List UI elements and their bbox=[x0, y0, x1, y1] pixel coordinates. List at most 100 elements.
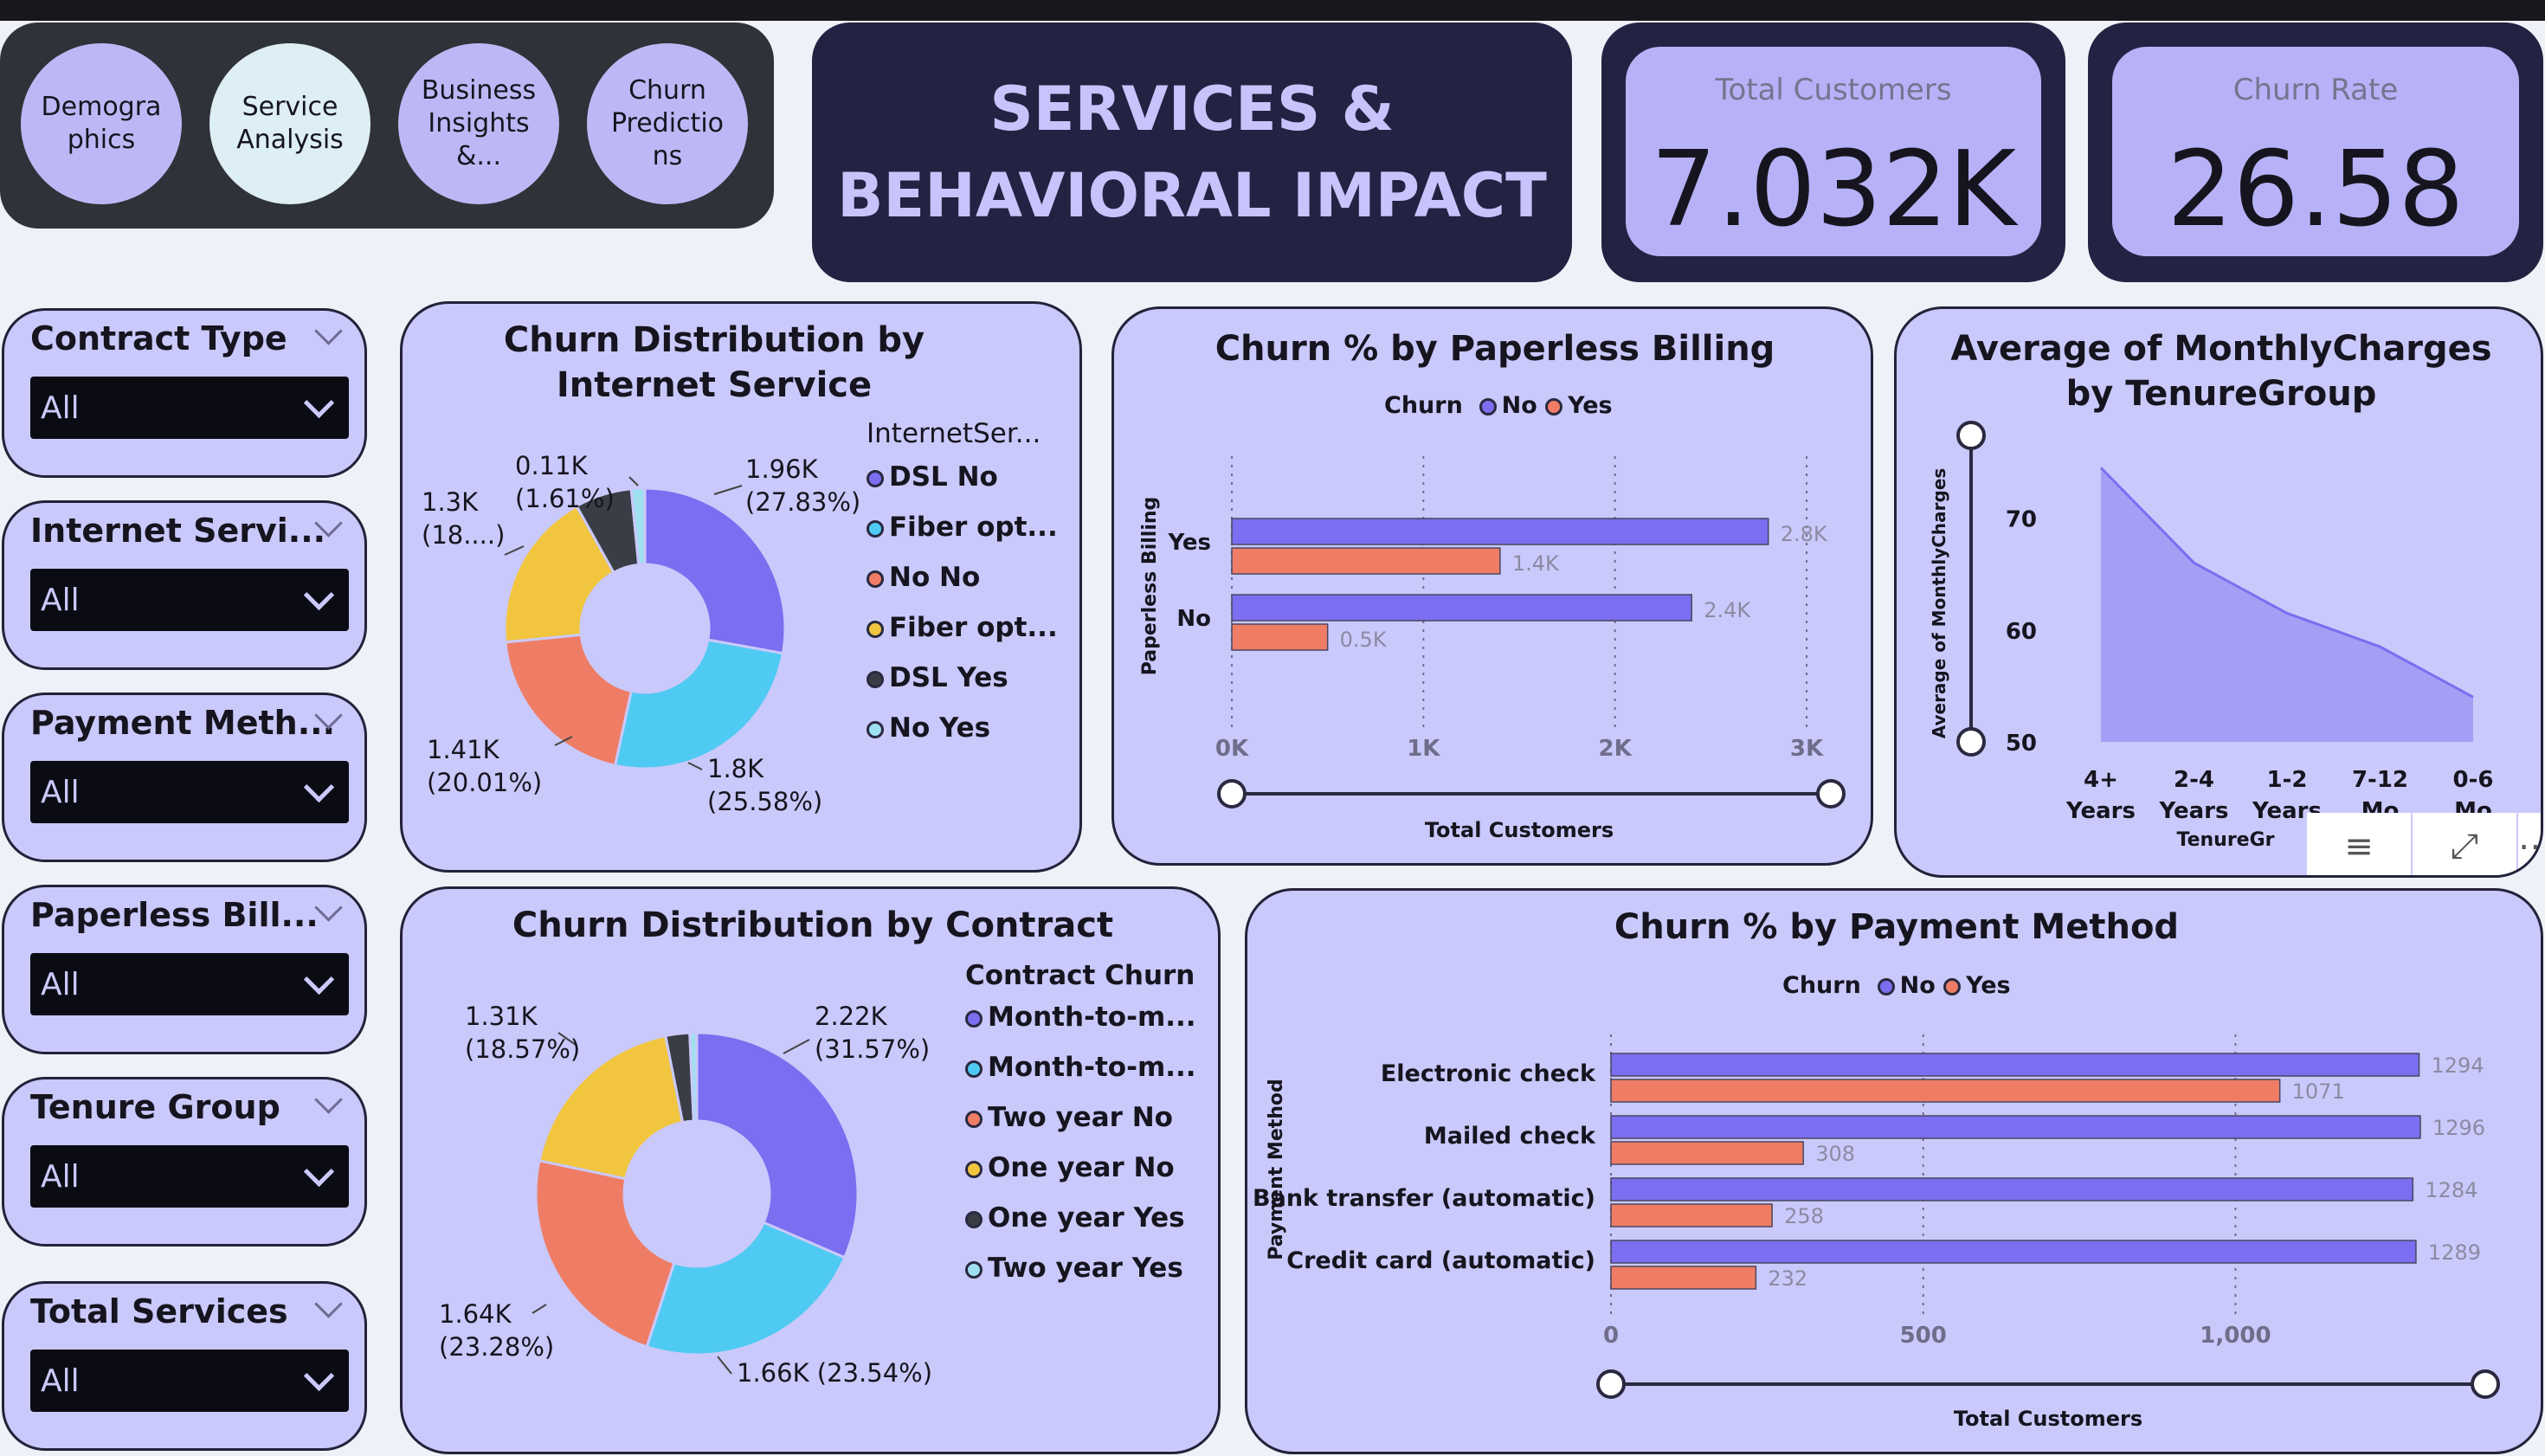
donut-slice bbox=[643, 486, 787, 655]
legend: Churn No Yes bbox=[1384, 392, 1613, 419]
nav-button-service-analysis[interactable]: Service Analysis bbox=[209, 43, 370, 204]
legend-dot bbox=[867, 519, 884, 538]
chart-title: Churn % by Payment Method bbox=[1614, 907, 2180, 947]
legend-label: Two year No bbox=[988, 1102, 1173, 1133]
bar bbox=[1610, 1266, 1757, 1290]
range-slider-handle-start bbox=[1596, 1369, 1626, 1399]
dropdown-arrow-icon bbox=[303, 387, 335, 419]
legend-item[interactable]: One year No bbox=[965, 1152, 1175, 1183]
x-tick-label: 1-2 bbox=[2267, 767, 2308, 793]
legend-dot bbox=[867, 670, 884, 688]
chevron-down-icon[interactable] bbox=[314, 1290, 343, 1318]
legend-label: No Yes bbox=[889, 712, 991, 744]
slicer-total-services: Total Services All bbox=[2, 1281, 367, 1451]
leader-line bbox=[554, 736, 573, 746]
legend-label-no: No bbox=[1899, 972, 1936, 999]
kpi-value: 26.58 bbox=[2167, 130, 2464, 250]
page-title: SERVICES & BEHAVIORAL IMPACT bbox=[812, 23, 1572, 282]
chart-churn-by-paperless-billing[interactable]: Churn % by Paperless Billing Churn No Ye… bbox=[1111, 306, 1873, 866]
data-label-percent: (18.57%) bbox=[465, 1034, 581, 1064]
slicer-dropdown[interactable]: All bbox=[30, 377, 349, 439]
bar bbox=[1231, 518, 1769, 545]
data-label-percent: (18....) bbox=[422, 520, 506, 550]
more-options-icon[interactable]: ⋯ bbox=[2518, 813, 2541, 875]
slicer-tenure-group: Tenure Group All bbox=[2, 1077, 367, 1247]
slicer-dropdown[interactable]: All bbox=[30, 1350, 349, 1412]
legend-label: DSL No bbox=[889, 461, 998, 493]
slicer-value: All bbox=[41, 775, 80, 810]
x-axis-title: Total Customers bbox=[1425, 818, 1614, 842]
data-label: 1.31K (18.57%) bbox=[465, 1000, 580, 1066]
category-label: Yes bbox=[1167, 530, 1211, 556]
bar bbox=[1610, 1240, 2417, 1264]
range-slider-handle-start bbox=[1956, 421, 1986, 450]
legend-item[interactable]: DSL No bbox=[867, 461, 998, 493]
legend-item[interactable]: Two year Yes bbox=[965, 1253, 1183, 1284]
legend-item[interactable]: Fiber opt... bbox=[867, 612, 1058, 643]
filter-icon[interactable]: ≡ bbox=[2307, 813, 2411, 875]
kpi-card-total-customers[interactable]: Total Customers 7.032K bbox=[1601, 23, 2065, 282]
bar-value-label: 1294 bbox=[2432, 1053, 2484, 1078]
bar bbox=[1610, 1079, 2281, 1103]
donut-slice bbox=[629, 486, 647, 566]
legend-label-yes: Yes bbox=[1966, 972, 2011, 999]
y-tick-label: 70 bbox=[2006, 507, 2037, 533]
nav-button-churn-predictions[interactable]: Churn Predictio ns bbox=[587, 43, 748, 204]
bar-value-label: 1284 bbox=[2425, 1178, 2477, 1202]
nav-button-label: Demogra phics bbox=[41, 92, 162, 155]
bar-value-label: 1289 bbox=[2428, 1240, 2481, 1265]
legend-item[interactable]: DSL Yes bbox=[867, 662, 1008, 693]
page-title-line1: SERVICES & bbox=[989, 74, 1395, 145]
slicer-dropdown[interactable]: All bbox=[30, 1145, 349, 1208]
bar-chart-payment-method: 0 500 1,000 Electronic check 1294 1071 Mailed … bbox=[1253, 1034, 2500, 1431]
bar bbox=[1610, 1203, 1773, 1227]
chevron-down-icon[interactable] bbox=[314, 317, 343, 345]
chart-churn-by-contract[interactable]: Churn Distribution by Contract Contract … bbox=[400, 886, 1221, 1454]
legend-label: DSL Yes bbox=[889, 662, 1008, 693]
slicer-value: All bbox=[41, 390, 80, 426]
slicer-dropdown[interactable]: All bbox=[30, 569, 349, 631]
y-axis-title: Payment Method bbox=[1266, 1079, 1287, 1260]
slicer-dropdown[interactable]: All bbox=[30, 761, 349, 823]
donut-slice bbox=[534, 1158, 676, 1349]
slicer-label: Internet Servi... bbox=[30, 512, 326, 550]
legend-item[interactable]: No No bbox=[867, 562, 980, 593]
data-label-value: 1.31K bbox=[465, 1002, 538, 1031]
bar-value-label: 2.4K bbox=[1704, 598, 1751, 622]
page-navigation: Demogra phics Service Analysis Business … bbox=[0, 23, 774, 229]
chart-churn-by-internet-service[interactable]: Churn Distribution by Internet Service I… bbox=[400, 301, 1082, 873]
leader-line bbox=[713, 485, 743, 495]
kpi-card-churn-rate[interactable]: Churn Rate 26.58 bbox=[2088, 23, 2543, 282]
focus-mode-icon[interactable]: ⤢ bbox=[2413, 813, 2516, 875]
slicer-label: Contract Type bbox=[30, 319, 287, 358]
nav-button-demographics[interactable]: Demogra phics bbox=[21, 43, 182, 204]
legend-item[interactable]: Fiber opt... bbox=[867, 512, 1058, 543]
chart-title: Churn Distribution by Internet Service bbox=[503, 320, 925, 405]
bar bbox=[1231, 547, 1501, 575]
chart-churn-by-payment-method[interactable]: Churn % by Payment Method Churn No Yes 0… bbox=[1245, 888, 2543, 1454]
x-tick-label: 4+ bbox=[2084, 767, 2118, 793]
legend-item[interactable]: Two year No bbox=[965, 1102, 1173, 1133]
legend-item[interactable]: Month-to-m... bbox=[965, 1052, 1196, 1083]
bar-value-label: 1.4K bbox=[1512, 551, 1560, 576]
bar-value-label: 1071 bbox=[2292, 1079, 2345, 1104]
legend-item[interactable]: No Yes bbox=[867, 712, 990, 744]
y-tick-label: 60 bbox=[2006, 619, 2037, 645]
legend-label: Month-to-m... bbox=[988, 1052, 1196, 1083]
legend-dot-yes bbox=[1545, 397, 1563, 416]
chart-avg-monthly-charges[interactable]: Average of MonthlyCharges by TenureGroup… bbox=[1894, 306, 2543, 878]
chevron-down-icon[interactable] bbox=[314, 893, 343, 922]
category-label: Electronic check bbox=[1381, 1060, 1596, 1087]
legend: Churn No Yes bbox=[1782, 972, 2011, 999]
slicer-dropdown[interactable]: All bbox=[30, 953, 349, 1015]
legend-item[interactable]: One year Yes bbox=[965, 1202, 1185, 1234]
legend-label: Two year Yes bbox=[988, 1253, 1183, 1284]
legend-label: Month-to-m... bbox=[988, 1002, 1196, 1033]
legend-title: Churn bbox=[1384, 392, 1463, 419]
data-label-percent: (31.57%) bbox=[815, 1034, 931, 1064]
slicer-value: All bbox=[41, 583, 80, 618]
chevron-down-icon[interactable] bbox=[314, 1086, 343, 1114]
nav-button-business-insights[interactable]: Business Insights &... bbox=[398, 43, 559, 204]
x-axis-title: Total Customers bbox=[1954, 1407, 2142, 1431]
legend-item[interactable]: Month-to-m... bbox=[965, 1002, 1196, 1033]
